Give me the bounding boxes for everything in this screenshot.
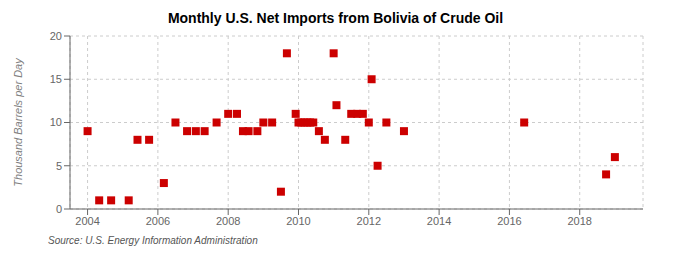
- svg-text:0: 0: [56, 203, 62, 215]
- svg-text:2010: 2010: [286, 215, 310, 227]
- svg-text:2016: 2016: [497, 215, 521, 227]
- svg-text:2006: 2006: [146, 215, 170, 227]
- svg-text:20: 20: [50, 30, 62, 42]
- svg-text:2018: 2018: [567, 215, 591, 227]
- html-text:Monthly U.S. Net Imports from: Monthly U.S. Net Imports from Bolivia of…: [167, 10, 504, 26]
- svg-text:Thousand Barrels per Day: Thousand Barrels per Day: [12, 57, 24, 187]
- svg-text:15: 15: [50, 73, 62, 85]
- svg-text:5: 5: [56, 160, 62, 172]
- svg-text:10: 10: [50, 116, 62, 128]
- svg-text:2008: 2008: [216, 215, 240, 227]
- svg-text:2012: 2012: [357, 215, 381, 227]
- svg-text:2014: 2014: [427, 215, 451, 227]
- svg-text:2004: 2004: [75, 215, 99, 227]
- html-text:Source: U.S. Energy Informatio: Source: U.S. Energy Information Administ…: [48, 235, 258, 246]
